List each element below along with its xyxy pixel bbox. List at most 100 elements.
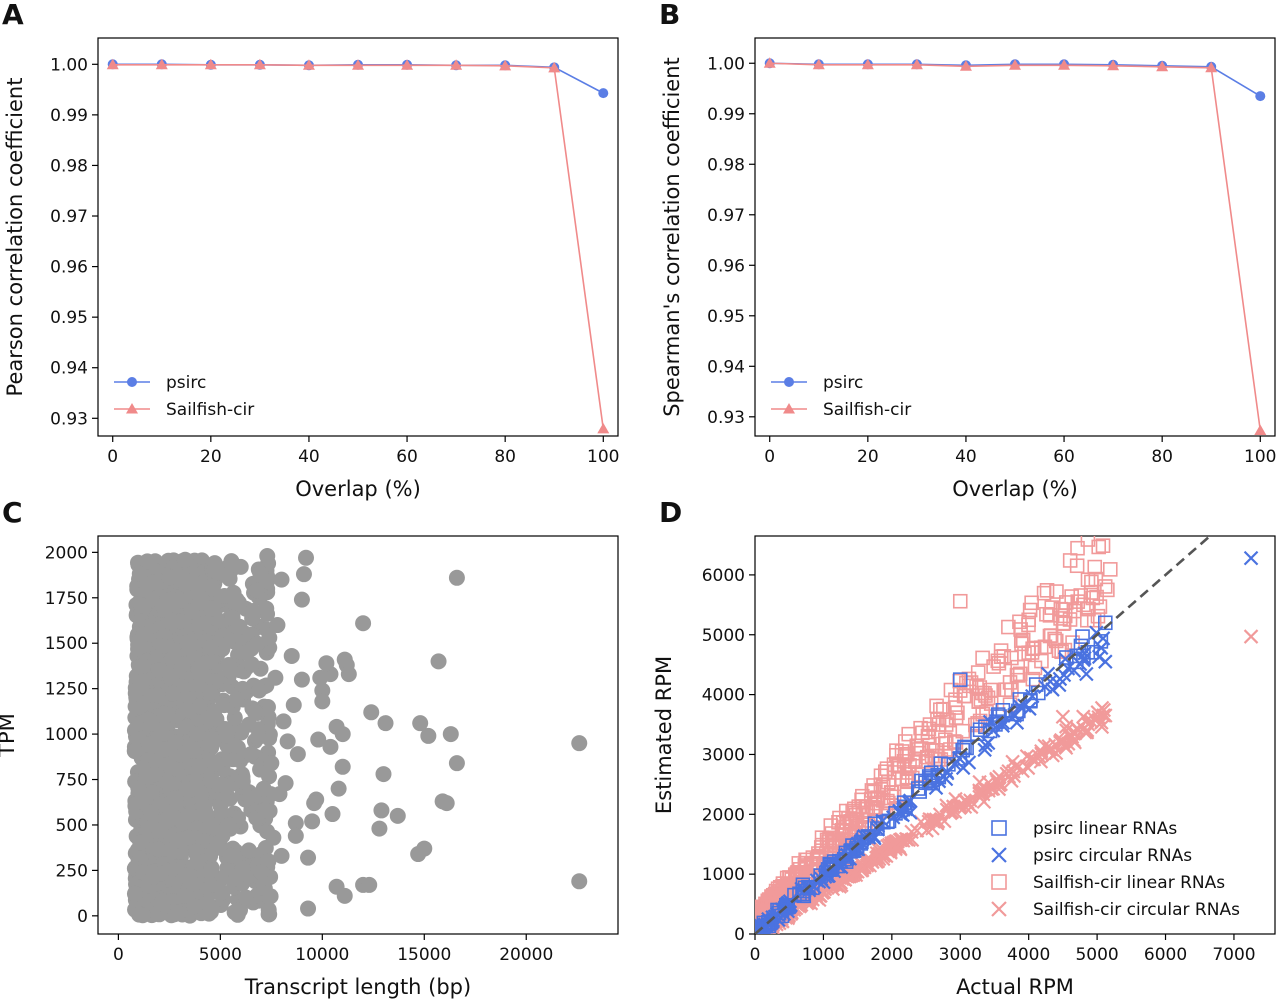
data-point [371, 820, 388, 837]
data-point [233, 724, 250, 741]
data-point [763, 57, 776, 68]
data-point [879, 761, 895, 776]
data-point [420, 727, 437, 744]
x-tick-label: 1000 [802, 945, 845, 965]
x-tick-label: 4000 [1007, 945, 1050, 965]
data-point [1097, 579, 1113, 594]
data-point [1051, 677, 1067, 693]
data-point [1057, 738, 1073, 754]
data-point [271, 786, 288, 803]
data-point [1040, 666, 1056, 682]
data-point [174, 656, 191, 673]
data-point [1254, 424, 1267, 435]
data-point [952, 672, 968, 687]
data-point [130, 780, 147, 797]
data-point [263, 755, 280, 772]
data-point [146, 766, 163, 783]
data-point [910, 58, 923, 70]
data-point [869, 854, 884, 869]
data-point [1013, 622, 1028, 637]
data-point [868, 801, 883, 816]
data-point [909, 823, 925, 838]
data-point [938, 748, 953, 764]
data-point [336, 651, 353, 668]
x-axis-label: Actual RPM [956, 975, 1074, 999]
data-point [300, 900, 317, 917]
data-point [771, 905, 787, 921]
data-point [1039, 583, 1055, 598]
x-tick-label: 2000 [870, 945, 913, 965]
data-point [169, 832, 186, 849]
data-point [126, 885, 143, 902]
x-tick-label: 0 [113, 945, 124, 965]
data-point [261, 629, 278, 646]
x-axis-label: Overlap (%) [952, 477, 1078, 501]
data-point [1062, 553, 1078, 568]
y-tick-label: 2000 [45, 543, 88, 563]
data-point [957, 739, 972, 755]
data-point [206, 703, 223, 720]
data-point [279, 733, 296, 750]
legend-marker [991, 847, 1007, 863]
data-point [755, 923, 769, 934]
data-point [145, 868, 162, 885]
data-point [257, 802, 274, 819]
data-point [846, 867, 861, 883]
data-point [1066, 732, 1082, 748]
data-point [314, 693, 331, 710]
data-point [1009, 706, 1024, 722]
y-tick-label: 0.95 [707, 307, 745, 327]
data-point [261, 768, 278, 785]
data-point [310, 731, 327, 748]
data-point [251, 682, 268, 699]
data-point [155, 727, 172, 744]
data-point [412, 715, 429, 732]
legend-marker [783, 403, 795, 414]
data-point [131, 715, 148, 732]
data-point [861, 58, 874, 70]
x-tick-label: 7000 [1212, 945, 1255, 965]
data-point [897, 734, 913, 749]
y-tick-label: 1250 [45, 680, 88, 700]
data-point [883, 785, 899, 800]
data-point [155, 58, 168, 70]
data-point [318, 655, 335, 672]
data-point [894, 771, 910, 787]
data-point [259, 547, 276, 564]
data-point [1036, 585, 1052, 601]
x-tick-label: 10000 [295, 945, 349, 965]
data-point [169, 904, 186, 921]
data-point [300, 849, 317, 866]
data-point [972, 680, 988, 695]
data-point [159, 706, 176, 723]
data-point [172, 613, 189, 630]
data-point [375, 766, 392, 783]
data-point [1107, 59, 1120, 71]
data-point [1205, 61, 1218, 73]
data-point [373, 802, 390, 819]
data-point [1021, 645, 1036, 661]
data-point [847, 805, 862, 821]
data-point [1088, 520, 1101, 533]
data-point [1059, 595, 1074, 610]
legend-marker [991, 901, 1007, 917]
x-tick-label: 60 [396, 447, 418, 467]
data-point [179, 634, 196, 651]
data-point [191, 698, 208, 715]
data-point [238, 644, 255, 661]
legend-marker [784, 377, 794, 387]
data-point [265, 829, 282, 846]
data-point [1243, 629, 1259, 644]
data-point [1053, 611, 1068, 626]
data-point [915, 725, 930, 741]
data-point [242, 746, 259, 763]
data-point [1015, 763, 1030, 779]
data-point [250, 721, 267, 738]
data-point [328, 718, 345, 735]
data-point [895, 833, 911, 848]
x-tick-label: 0 [764, 447, 775, 467]
data-point [267, 669, 284, 686]
data-point [870, 821, 885, 836]
data-point [126, 743, 143, 760]
data-point [143, 715, 160, 732]
